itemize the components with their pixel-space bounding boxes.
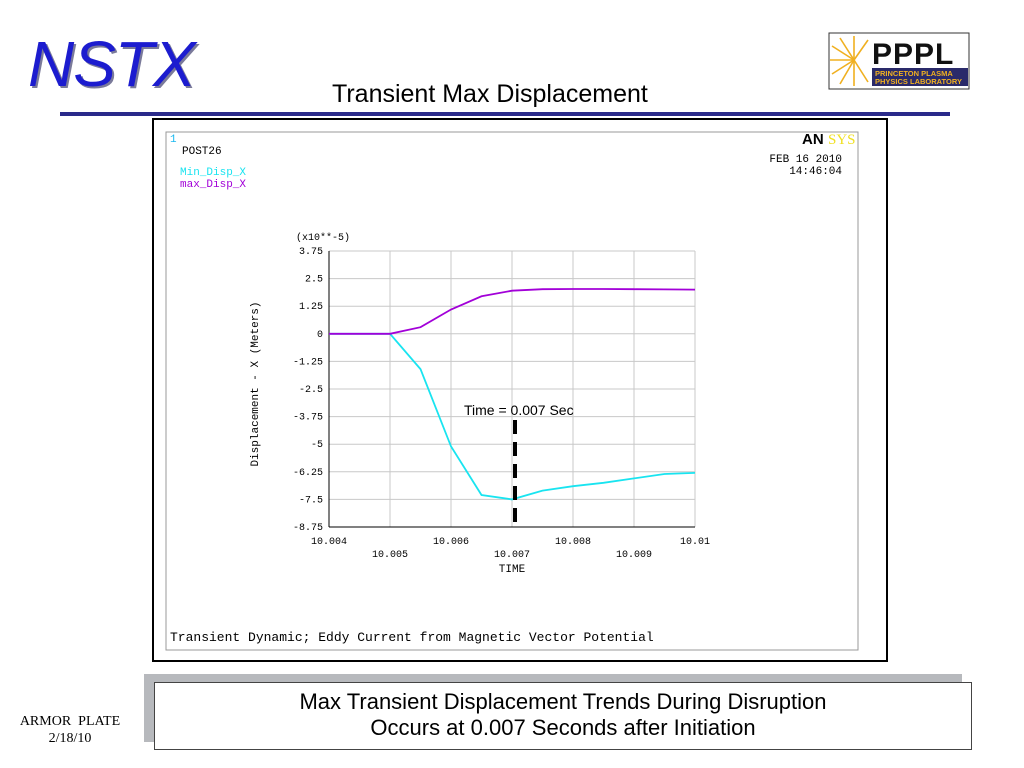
window-number: 1: [170, 134, 177, 146]
legend-max-label: max_Disp_X: [180, 179, 246, 191]
starburst-icon: [830, 36, 869, 86]
nstx-logo: NSTX: [28, 28, 196, 100]
x-tick-label: 10.009: [616, 550, 652, 561]
y-tick-label: -3.75: [293, 413, 323, 424]
x-tick-label: 10.006: [433, 537, 469, 548]
program-label: POST26: [182, 146, 222, 158]
y-tick-label: 1.25: [299, 302, 323, 313]
ansys-logo-sys: SYS: [828, 132, 856, 148]
y-tick-label: -1.25: [293, 357, 323, 368]
series: [329, 288, 696, 501]
ansys-logo-an: AN: [802, 131, 824, 148]
caption-box: Max Transient Displacement Trends During…: [154, 682, 972, 750]
grid: [328, 250, 696, 528]
plot-date: FEB 16 2010: [769, 154, 842, 166]
y-tick-label: -5: [311, 440, 323, 451]
x-axis-label: TIME: [499, 564, 526, 576]
x-tick-label: 10.008: [555, 537, 591, 548]
y-tick-label: -2.5: [299, 385, 323, 396]
y-tick-label: -7.5: [299, 495, 323, 506]
footer-date: 2/18/10: [48, 731, 92, 746]
legend-min-label: Min_Disp_X: [180, 167, 246, 179]
y-multiplier: (x10**-5): [296, 232, 350, 244]
caption-line-2: Occurs at 0.007 Seconds after Initiation: [370, 715, 756, 740]
y-tick-label: 3.75: [299, 247, 323, 258]
x-tick-label: 10.01: [680, 537, 710, 548]
slide-footer: ARMOR PLATE 2/18/10: [14, 713, 126, 747]
y-tick-label: 2.5: [305, 275, 323, 286]
caption-line-1: Max Transient Displacement Trends During…: [299, 689, 827, 714]
slide-title: Transient Max Displacement: [332, 80, 648, 108]
x-tick-label: 10.005: [372, 550, 408, 561]
displacement-chart: 1 POST26 Min_Disp_X max_Disp_X AN SYS FE…: [165, 131, 859, 651]
x-tick-label: 10.007: [494, 550, 530, 561]
ticks: 3.75 2.5 1.25 0 -1.25 -2.5 -3.75 -5 -6.25 -7.5 -8.…: [293, 247, 710, 561]
y-tick-label: -8.75: [293, 523, 323, 534]
footer-label: ARMOR PLATE: [19, 714, 121, 729]
title-rule: [60, 112, 950, 116]
time-annotation: Time = 0.007 Sec: [464, 402, 574, 418]
y-tick-label: -6.25: [293, 468, 323, 479]
plot-time: 14:46:04: [789, 166, 842, 178]
ansys-plot-window: 1 POST26 Min_Disp_X max_Disp_X AN SYS FE…: [152, 118, 888, 662]
plot-footer: Transient Dynamic; Eddy Current from Mag…: [170, 630, 654, 645]
y-tick-label: 0: [317, 330, 323, 341]
pppl-line2: PHYSICS LABORATORY: [875, 77, 962, 86]
pppl-logo: PPPL PRINCETON PLASMA PHYSICS LABORATORY: [828, 32, 970, 90]
inner-border: [165, 131, 859, 651]
pppl-line1: PRINCETON PLASMA: [875, 69, 953, 78]
series-line-min-disp-x: [329, 332, 696, 501]
y-axis-label: Displacement - X (Meters): [250, 301, 262, 466]
series-line-max-disp-x: [329, 288, 696, 335]
x-tick-label: 10.004: [311, 537, 347, 548]
pppl-main: PPPL: [872, 38, 954, 71]
